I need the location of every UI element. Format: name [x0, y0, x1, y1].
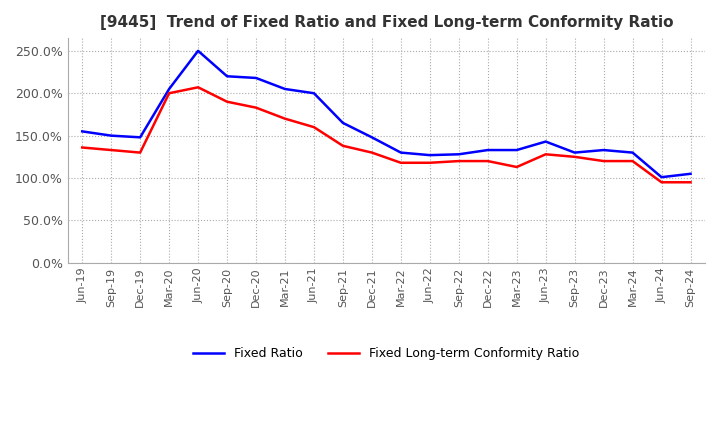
Fixed Long-term Conformity Ratio: [368, 150, 377, 155]
Fixed Ratio: [252, 75, 261, 81]
Fixed Long-term Conformity Ratio: [657, 180, 666, 185]
Fixed Long-term Conformity Ratio: [513, 165, 521, 170]
Title: [9445]  Trend of Fixed Ratio and Fixed Long-term Conformity Ratio: [9445] Trend of Fixed Ratio and Fixed Lo…: [99, 15, 673, 30]
Fixed Long-term Conformity Ratio: [194, 84, 202, 90]
Fixed Ratio: [629, 150, 637, 155]
Fixed Long-term Conformity Ratio: [483, 158, 492, 164]
Fixed Long-term Conformity Ratio: [165, 91, 174, 96]
Fixed Ratio: [599, 147, 608, 153]
Fixed Ratio: [368, 135, 377, 140]
Fixed Long-term Conformity Ratio: [107, 147, 115, 153]
Fixed Long-term Conformity Ratio: [252, 105, 261, 110]
Fixed Ratio: [686, 171, 695, 176]
Fixed Long-term Conformity Ratio: [397, 160, 405, 165]
Fixed Ratio: [483, 147, 492, 153]
Fixed Long-term Conformity Ratio: [136, 150, 145, 155]
Fixed Ratio: [281, 86, 289, 92]
Fixed Ratio: [222, 73, 231, 79]
Fixed Long-term Conformity Ratio: [338, 143, 347, 148]
Fixed Ratio: [78, 129, 86, 134]
Fixed Ratio: [397, 150, 405, 155]
Fixed Long-term Conformity Ratio: [629, 158, 637, 164]
Fixed Ratio: [310, 91, 318, 96]
Fixed Ratio: [107, 133, 115, 138]
Fixed Long-term Conformity Ratio: [310, 125, 318, 130]
Line: Fixed Long-term Conformity Ratio: Fixed Long-term Conformity Ratio: [82, 87, 690, 182]
Fixed Ratio: [513, 147, 521, 153]
Fixed Long-term Conformity Ratio: [281, 116, 289, 121]
Fixed Ratio: [338, 120, 347, 125]
Line: Fixed Ratio: Fixed Ratio: [82, 51, 690, 177]
Fixed Long-term Conformity Ratio: [78, 145, 86, 150]
Fixed Ratio: [165, 86, 174, 92]
Fixed Ratio: [570, 150, 579, 155]
Fixed Ratio: [454, 152, 463, 157]
Fixed Ratio: [194, 48, 202, 54]
Fixed Long-term Conformity Ratio: [454, 158, 463, 164]
Fixed Ratio: [541, 139, 550, 144]
Legend: Fixed Ratio, Fixed Long-term Conformity Ratio: Fixed Ratio, Fixed Long-term Conformity …: [187, 341, 586, 367]
Fixed Long-term Conformity Ratio: [570, 154, 579, 159]
Fixed Long-term Conformity Ratio: [599, 158, 608, 164]
Fixed Ratio: [657, 175, 666, 180]
Fixed Long-term Conformity Ratio: [222, 99, 231, 104]
Fixed Long-term Conformity Ratio: [541, 152, 550, 157]
Fixed Long-term Conformity Ratio: [686, 180, 695, 185]
Fixed Ratio: [426, 153, 434, 158]
Fixed Ratio: [136, 135, 145, 140]
Fixed Long-term Conformity Ratio: [426, 160, 434, 165]
